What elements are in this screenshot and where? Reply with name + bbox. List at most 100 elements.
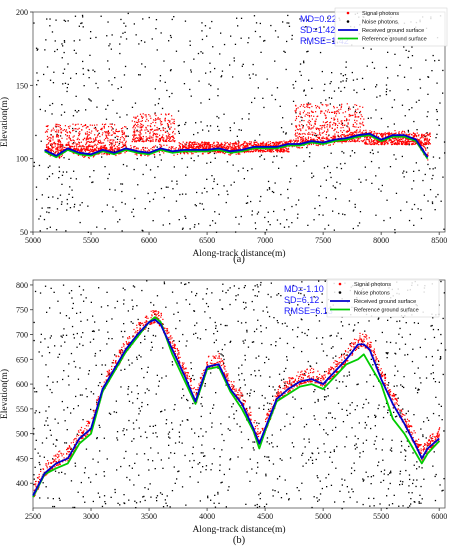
signal-photon — [256, 149, 259, 151]
noise-photon — [286, 22, 288, 24]
noise-photon — [132, 402, 134, 404]
noise-photon — [37, 48, 39, 50]
signal-photon — [135, 116, 137, 118]
signal-photon — [323, 125, 325, 127]
signal-photon — [169, 137, 171, 139]
noise-photon — [241, 65, 243, 67]
signal-photon — [139, 131, 141, 133]
signal-photon — [152, 149, 154, 151]
signal-photon — [77, 123, 79, 125]
noise-photon — [241, 447, 243, 449]
noise-photon — [437, 349, 439, 351]
signal-photon — [412, 141, 414, 143]
signal-photon — [232, 145, 234, 147]
noise-photon — [278, 167, 280, 169]
noise-photon — [438, 124, 440, 126]
noise-photon — [420, 502, 422, 504]
noise-photon — [125, 38, 128, 40]
noise-photon — [165, 186, 167, 188]
signal-photon — [318, 128, 320, 130]
noise-photon — [35, 134, 37, 137]
signal-photon — [304, 115, 306, 117]
signal-photon — [62, 147, 64, 149]
signal-photon — [428, 143, 430, 145]
signal-photon — [145, 127, 147, 129]
signal-photon — [163, 139, 165, 141]
signal-photon — [327, 137, 329, 140]
noise-photon — [160, 32, 162, 34]
signal-photon — [59, 144, 61, 146]
signal-photon — [167, 125, 169, 127]
noise-photon — [299, 70, 301, 73]
signal-photon — [262, 145, 264, 147]
signal-photon — [202, 147, 204, 149]
noise-photon — [47, 207, 49, 209]
signal-photon — [64, 125, 66, 127]
signal-photon — [302, 136, 305, 138]
noise-photon — [124, 289, 126, 291]
signal-photon — [116, 149, 118, 151]
signal-photon — [428, 138, 430, 140]
noise-photon — [59, 135, 62, 137]
noise-photon — [72, 127, 74, 130]
signal-photon — [312, 143, 315, 145]
noise-photon — [63, 40, 66, 42]
signal-photon — [348, 119, 350, 121]
signal-photon — [404, 137, 407, 139]
noise-photon — [348, 374, 351, 376]
signal-photon — [369, 140, 371, 142]
noise-photon — [185, 217, 187, 219]
signal-photon — [398, 131, 400, 133]
signal-photon — [89, 148, 92, 150]
signal-photon — [266, 149, 268, 151]
signal-photon — [48, 149, 50, 151]
noise-photon — [157, 166, 159, 168]
noise-photon — [49, 207, 51, 209]
signal-photon — [348, 139, 351, 141]
signal-photon — [424, 143, 426, 145]
noise-photon — [178, 470, 180, 472]
noise-photon — [139, 74, 141, 76]
signal-photon — [60, 132, 62, 134]
signal-photon — [179, 146, 181, 148]
noise-photon — [286, 356, 288, 358]
signal-photon — [318, 130, 320, 132]
signal-photon — [398, 141, 400, 143]
noise-photon — [387, 488, 390, 490]
signal-photon — [423, 146, 425, 148]
noise-photon — [253, 390, 255, 393]
signal-photon — [200, 146, 202, 148]
signal-photon — [392, 133, 394, 135]
noise-photon — [119, 52, 121, 55]
noise-photon — [124, 31, 126, 33]
signal-photon — [316, 127, 318, 129]
signal-photon — [394, 130, 396, 132]
signal-photon — [364, 138, 366, 140]
noise-photon — [260, 51, 262, 53]
noise-photon — [150, 341, 153, 343]
signal-photon — [67, 126, 70, 128]
signal-photon — [262, 143, 264, 145]
noise-photon — [162, 467, 164, 469]
noise-photon — [371, 149, 374, 151]
signal-photon — [420, 141, 422, 143]
noise-photon — [319, 205, 321, 207]
noise-photon — [340, 81, 342, 83]
noise-photon — [257, 319, 259, 321]
signal-photon — [250, 150, 252, 153]
signal-photon — [231, 147, 233, 149]
signal-photon — [338, 112, 340, 114]
noise-photon — [164, 409, 166, 411]
noise-photon — [101, 156, 103, 158]
noise-photon — [191, 291, 193, 293]
signal-photon — [365, 142, 367, 144]
noise-photon — [128, 419, 130, 422]
signal-photon — [213, 144, 215, 146]
noise-photon — [439, 102, 441, 104]
noise-photon — [175, 200, 178, 202]
noise-photon — [288, 22, 290, 24]
noise-photon — [416, 461, 418, 463]
signal-photon — [194, 141, 196, 143]
signal-photon — [142, 138, 144, 140]
noise-photon — [133, 168, 135, 171]
